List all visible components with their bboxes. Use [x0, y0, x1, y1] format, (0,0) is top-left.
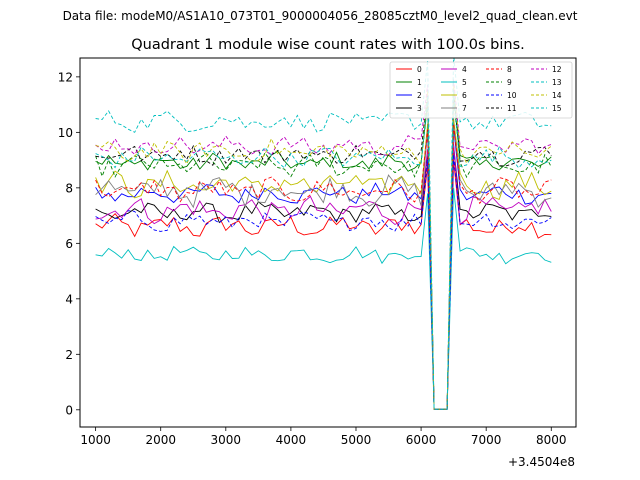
legend-label-15: 15 [552, 104, 562, 113]
series-line-14 [95, 85, 552, 410]
series-line-15 [95, 90, 552, 410]
legend-label-12: 12 [552, 65, 562, 74]
series-line-5 [95, 187, 552, 410]
legend-label-5: 5 [462, 78, 467, 87]
legend-label-0: 0 [417, 65, 422, 74]
legend-label-7: 7 [462, 104, 467, 113]
legend-frame [389, 61, 573, 119]
legend-label-4: 4 [462, 65, 467, 74]
legend-label-3: 3 [417, 104, 422, 113]
legend-label-10: 10 [507, 91, 517, 100]
y-tick-label: 0 [65, 403, 73, 417]
series-line-4 [95, 143, 552, 410]
series-line-13 [95, 58, 552, 410]
series-line-12 [95, 79, 552, 410]
series-line-11 [95, 87, 552, 410]
legend-label-2: 2 [417, 91, 422, 100]
legend-label-1: 1 [417, 78, 422, 87]
series-line-6 [95, 118, 552, 410]
y-tick-label: 4 [65, 292, 73, 306]
series-line-9 [95, 99, 552, 410]
x-tick-label: 5000 [341, 433, 372, 447]
x-tick-label: 8000 [536, 433, 567, 447]
series-line-8 [95, 123, 552, 410]
y-tick-label: 2 [65, 348, 73, 362]
chart-title: Quadrant 1 module wise count rates with … [131, 37, 525, 53]
series-line-0 [95, 160, 552, 410]
legend-label-11: 11 [507, 104, 517, 113]
y-tick-label: 12 [58, 70, 73, 84]
series-line-3 [95, 146, 552, 410]
series-line-10 [95, 154, 552, 410]
series-line-7 [95, 123, 552, 410]
legend-label-9: 9 [507, 78, 512, 87]
x-offset-label: +3.4504e8 [508, 455, 575, 469]
legend-label-13: 13 [552, 78, 562, 87]
axes-frame [79, 57, 577, 428]
x-tick-label: 7000 [471, 433, 502, 447]
x-tick-label: 1000 [80, 433, 111, 447]
x-tick-label: 6000 [406, 433, 437, 447]
x-axis: 1000 2000 3000 4000 5000 6000 7000 8000 [80, 427, 567, 447]
legend-label-8: 8 [507, 65, 512, 74]
plot-area: 1000 2000 3000 4000 5000 6000 7000 8000 0246810… [58, 57, 577, 469]
series-layer [95, 58, 552, 410]
y-tick-label: 6 [65, 237, 73, 251]
legend-label-14: 14 [552, 91, 562, 100]
series-line-2 [95, 126, 552, 410]
y-axis: 0 2 4 6 8 10 12 [58, 70, 80, 417]
y-tick-label: 10 [58, 126, 73, 140]
legend-label-6: 6 [462, 91, 467, 100]
suptitle: Data file: modeM0/AS1A10_073T01_90000040… [63, 9, 578, 23]
y-tick-label: 8 [65, 181, 73, 195]
x-tick-label: 2000 [145, 433, 176, 447]
x-tick-label: 4000 [276, 433, 307, 447]
series-line-1 [95, 96, 552, 410]
x-tick-label: 3000 [211, 433, 242, 447]
